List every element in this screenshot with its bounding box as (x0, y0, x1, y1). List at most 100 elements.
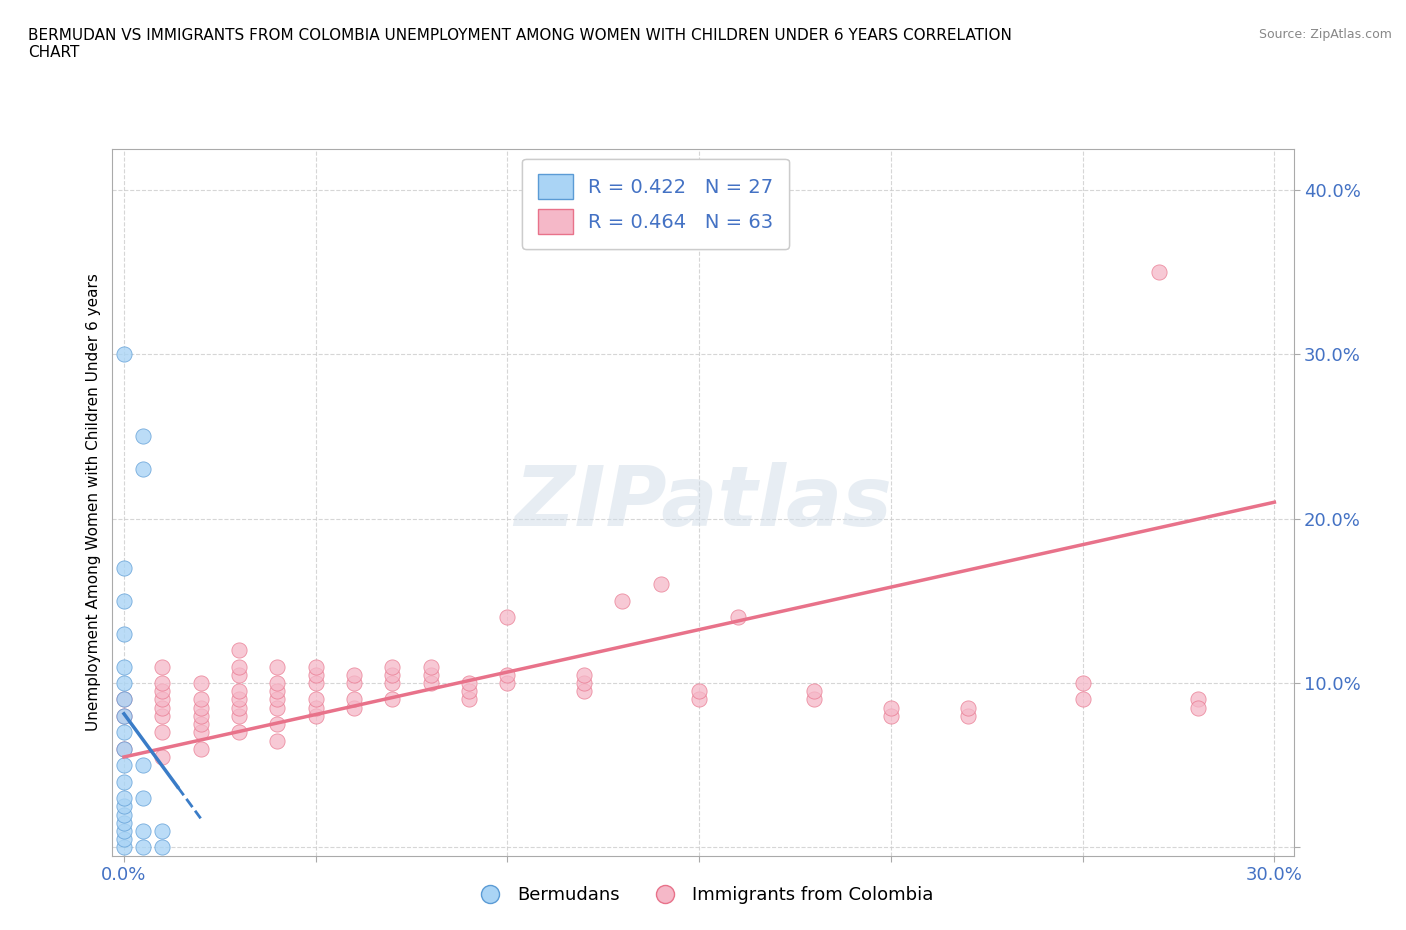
Point (150, 709, 173, 724)
Point (803, 684, 825, 698)
Point (1071, 675, 1094, 690)
Point (727, 610, 749, 625)
Point (880, 700, 903, 715)
Point (150, 659, 173, 674)
Point (572, 668, 595, 683)
Point (228, 643, 250, 658)
Point (305, 675, 328, 690)
Point (228, 700, 250, 715)
Point (132, 462, 155, 477)
Legend: R = 0.422   N = 27, R = 0.464   N = 63: R = 0.422 N = 27, R = 0.464 N = 63 (523, 158, 789, 249)
Point (305, 668, 328, 683)
Point (190, 692, 212, 707)
Point (112, 799, 135, 814)
Point (190, 741, 212, 756)
Point (112, 593, 135, 608)
Point (112, 724, 135, 739)
Point (150, 724, 173, 739)
Point (112, 692, 135, 707)
Point (956, 709, 979, 724)
Point (112, 758, 135, 773)
Point (496, 610, 519, 625)
Point (381, 675, 404, 690)
Point (112, 807, 135, 822)
Point (688, 692, 710, 707)
Point (572, 684, 595, 698)
Point (956, 700, 979, 715)
Point (112, 561, 135, 576)
Point (112, 741, 135, 756)
Point (305, 700, 328, 715)
Point (266, 733, 288, 748)
Point (381, 692, 404, 707)
Point (132, 840, 155, 855)
Point (112, 709, 135, 724)
Point (381, 668, 404, 683)
Point (612, 593, 634, 608)
Point (343, 692, 366, 707)
Point (112, 774, 135, 789)
Point (305, 659, 328, 674)
Point (228, 668, 250, 683)
Point (150, 840, 173, 855)
Point (112, 675, 135, 690)
Point (132, 758, 155, 773)
Point (343, 675, 366, 690)
Point (112, 831, 135, 846)
Point (650, 577, 672, 591)
Point (266, 659, 288, 674)
Point (1149, 265, 1171, 280)
Point (266, 684, 288, 698)
Point (190, 700, 212, 715)
Point (150, 684, 173, 698)
Point (381, 659, 404, 674)
Text: ZIPatlas: ZIPatlas (515, 461, 891, 543)
Text: Source: ZipAtlas.com: Source: ZipAtlas.com (1258, 28, 1392, 41)
Point (688, 684, 710, 698)
Point (190, 717, 212, 732)
Point (190, 724, 212, 739)
Point (150, 700, 173, 715)
Point (266, 675, 288, 690)
Point (132, 790, 155, 805)
Point (1187, 700, 1209, 715)
Point (305, 709, 328, 724)
Point (150, 675, 173, 690)
Point (228, 692, 250, 707)
Point (458, 684, 481, 698)
Point (496, 668, 519, 683)
Point (150, 692, 173, 707)
Point (458, 692, 481, 707)
Point (419, 675, 441, 690)
Point (343, 700, 366, 715)
Point (112, 347, 135, 362)
Point (228, 659, 250, 674)
Point (132, 823, 155, 838)
Text: BERMUDAN VS IMMIGRANTS FROM COLOMBIA UNEMPLOYMENT AMONG WOMEN WITH CHILDREN UNDE: BERMUDAN VS IMMIGRANTS FROM COLOMBIA UNE… (28, 28, 1012, 60)
Point (112, 816, 135, 830)
Point (496, 675, 519, 690)
Point (112, 709, 135, 724)
Point (343, 668, 366, 683)
Legend: Bermudans, Immigrants from Colombia: Bermudans, Immigrants from Colombia (465, 879, 941, 911)
Point (419, 659, 441, 674)
Point (112, 840, 135, 855)
Point (1071, 692, 1094, 707)
Point (132, 429, 155, 444)
Point (112, 659, 135, 674)
Point (150, 750, 173, 764)
Point (458, 675, 481, 690)
Point (228, 724, 250, 739)
Point (190, 675, 212, 690)
Point (228, 684, 250, 698)
Point (112, 741, 135, 756)
Point (150, 823, 173, 838)
Point (112, 692, 135, 707)
Point (266, 692, 288, 707)
Point (1187, 692, 1209, 707)
Point (266, 700, 288, 715)
Point (572, 675, 595, 690)
Point (880, 709, 903, 724)
Point (305, 692, 328, 707)
Point (228, 709, 250, 724)
